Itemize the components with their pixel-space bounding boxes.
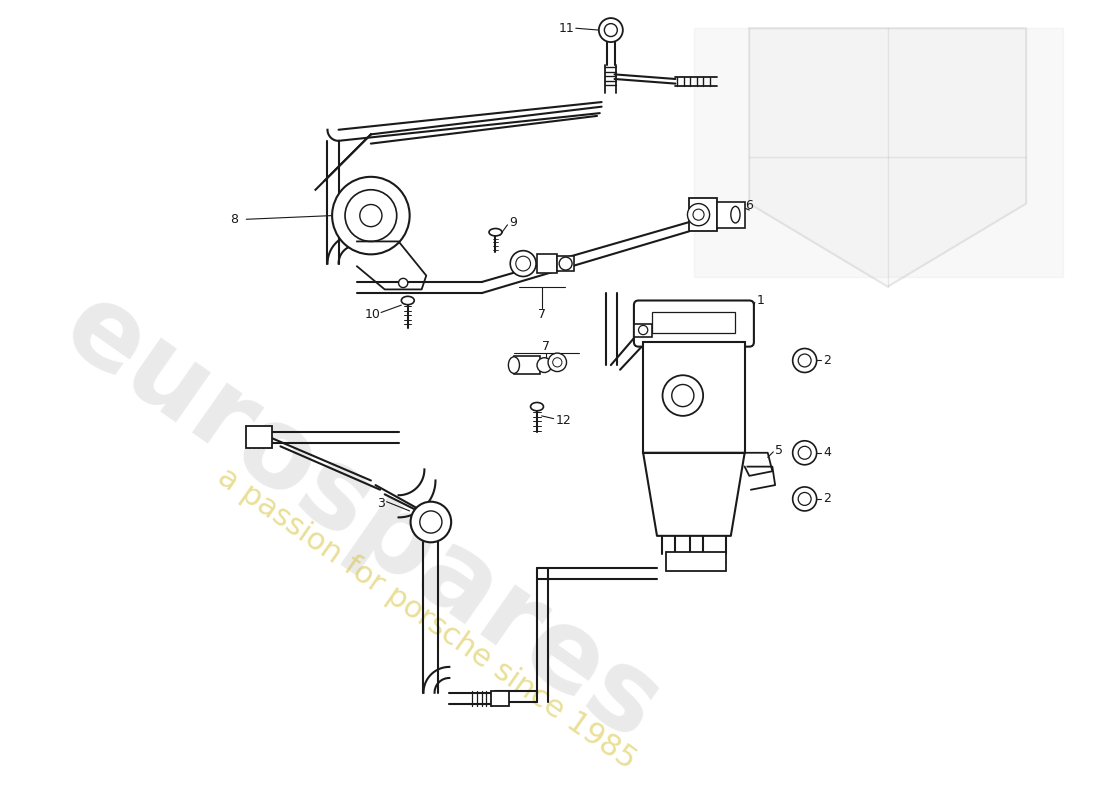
Circle shape xyxy=(793,349,816,373)
Circle shape xyxy=(672,385,694,406)
Circle shape xyxy=(537,358,552,373)
Circle shape xyxy=(410,502,451,542)
Text: 9: 9 xyxy=(509,215,517,229)
Circle shape xyxy=(598,18,623,42)
Text: 12: 12 xyxy=(556,414,571,427)
Bar xyxy=(652,313,736,333)
Circle shape xyxy=(332,177,409,254)
Circle shape xyxy=(799,493,811,506)
Ellipse shape xyxy=(658,372,708,422)
Circle shape xyxy=(516,256,530,271)
Circle shape xyxy=(345,190,397,242)
Circle shape xyxy=(688,203,710,226)
Bar xyxy=(634,323,652,338)
Bar xyxy=(514,356,540,374)
Circle shape xyxy=(799,446,811,459)
Circle shape xyxy=(604,24,617,37)
Bar xyxy=(644,342,745,453)
FancyBboxPatch shape xyxy=(634,301,754,346)
Ellipse shape xyxy=(730,206,740,223)
Text: 3: 3 xyxy=(377,497,385,510)
Text: 7: 7 xyxy=(542,340,550,353)
Text: 11: 11 xyxy=(558,22,574,34)
Circle shape xyxy=(510,250,536,277)
Circle shape xyxy=(548,353,566,371)
Circle shape xyxy=(638,326,648,334)
Circle shape xyxy=(799,354,811,367)
Bar xyxy=(246,426,272,448)
Circle shape xyxy=(793,441,816,465)
Circle shape xyxy=(420,511,442,533)
Text: 7: 7 xyxy=(538,308,546,321)
Text: a passion for porsche since 1985: a passion for porsche since 1985 xyxy=(211,462,641,775)
Bar xyxy=(558,256,574,271)
Ellipse shape xyxy=(530,402,543,410)
Ellipse shape xyxy=(490,229,502,236)
Circle shape xyxy=(693,209,704,220)
Circle shape xyxy=(360,205,382,226)
Text: 6: 6 xyxy=(745,199,752,212)
Bar xyxy=(717,202,745,227)
Text: 10: 10 xyxy=(364,308,381,321)
Text: 8: 8 xyxy=(231,213,239,226)
Polygon shape xyxy=(749,28,1026,286)
Circle shape xyxy=(559,257,572,270)
Circle shape xyxy=(662,375,703,416)
Text: 4: 4 xyxy=(823,446,830,459)
Bar xyxy=(690,198,717,231)
Text: 2: 2 xyxy=(823,354,830,367)
Circle shape xyxy=(552,358,562,367)
Text: 2: 2 xyxy=(823,493,830,506)
Text: 5: 5 xyxy=(776,443,783,457)
Ellipse shape xyxy=(402,296,415,305)
Bar xyxy=(537,254,558,273)
Circle shape xyxy=(793,487,816,511)
Text: eurospares: eurospares xyxy=(43,272,680,762)
Ellipse shape xyxy=(508,357,519,374)
Circle shape xyxy=(398,278,408,287)
Bar xyxy=(491,691,509,706)
Bar xyxy=(667,553,726,571)
Text: 1: 1 xyxy=(757,294,764,307)
